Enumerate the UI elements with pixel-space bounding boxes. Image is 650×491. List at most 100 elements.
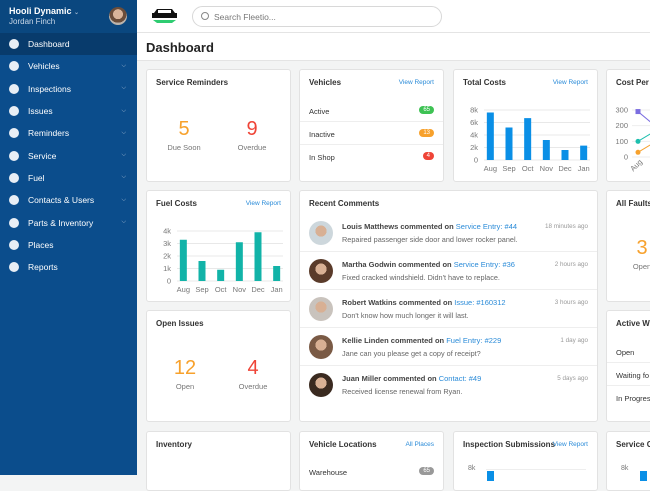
- bar: [487, 471, 494, 481]
- bar[interactable]: [235, 242, 243, 281]
- fleetio-logo-icon[interactable]: [151, 8, 178, 24]
- bar[interactable]: [561, 150, 569, 160]
- sidebar-item-service[interactable]: Service ⌵: [0, 144, 137, 166]
- vehicle-locations-card: Vehicle Locations All Places Warehouse 65: [299, 431, 444, 491]
- commenter-name: Kellie Linden: [342, 336, 389, 345]
- sidebar-item-inspections[interactable]: Inspections ⌵: [0, 78, 137, 100]
- comment-link[interactable]: Contact: #49: [438, 374, 482, 383]
- avatar[interactable]: [109, 7, 127, 25]
- search-input[interactable]: Search Fleetio...: [192, 6, 442, 27]
- org-name: Hooli Dynamic: [9, 6, 72, 16]
- y-tick-label: 300: [615, 106, 628, 115]
- status-label: Inactive: [309, 130, 335, 139]
- issue-diamond-icon: [9, 106, 19, 117]
- x-tick-label: Nov: [233, 285, 247, 294]
- y-tick-label: 4k: [470, 131, 478, 140]
- open-issues-card: Open Issues 12 Open 4 Overdue: [146, 310, 291, 422]
- faults-open-stat[interactable]: 3 Open: [607, 237, 650, 271]
- comment-item[interactable]: Robert Watkins commented on Issue: #1603…: [300, 290, 597, 328]
- vehicle-status-row[interactable]: Active 65: [300, 99, 443, 122]
- y-tick-label: 3k: [163, 239, 171, 248]
- bar[interactable]: [580, 145, 588, 160]
- commenter-name: Martha Godwin: [342, 260, 397, 269]
- comment-item[interactable]: Louis Matthews commented on Service Entr…: [300, 214, 597, 252]
- cost-per-meter-card: Cost Per M 0 100 200 300 Aug: [606, 69, 650, 182]
- org-switcher[interactable]: Hooli Dynamic ⌄ Jordan Finch: [0, 0, 137, 33]
- bar[interactable]: [486, 112, 494, 161]
- work-order-status-row[interactable]: In Progres: [607, 386, 650, 409]
- vehicle-status-row[interactable]: In Shop 4: [300, 145, 443, 168]
- sidebar-item-label: Fuel: [28, 172, 45, 183]
- card-title: Active Wo: [616, 319, 650, 328]
- bar: [640, 471, 647, 481]
- comment-verb: commented on: [383, 374, 437, 383]
- work-order-status-row[interactable]: Waiting fo: [607, 363, 650, 386]
- view-report-link[interactable]: View Report: [552, 441, 588, 448]
- card-title: Service Co: [616, 440, 650, 449]
- comment-text: Fixed cracked windshield. Didn't have to…: [342, 273, 500, 282]
- due-soon-stat[interactable]: 5 Due Soon: [149, 118, 219, 152]
- comment-time: 5 days ago: [557, 375, 588, 382]
- dashboard-gauge-icon: [9, 39, 19, 50]
- comment-link[interactable]: Issue: #160312: [454, 298, 506, 307]
- issues-overdue-stat[interactable]: 4 Overdue: [218, 357, 288, 391]
- all-places-link[interactable]: All Places: [405, 441, 434, 448]
- bar[interactable]: [217, 269, 225, 281]
- y-tick-label: 100: [615, 137, 628, 146]
- view-report-link[interactable]: View Report: [398, 79, 434, 86]
- bar[interactable]: [198, 261, 206, 281]
- comment-link[interactable]: Fuel Entry: #229: [446, 336, 502, 345]
- bar[interactable]: [254, 232, 262, 281]
- sidebar-item-fuel[interactable]: Fuel ⌵: [0, 167, 137, 189]
- bar[interactable]: [524, 118, 532, 160]
- y-tick-label: 2k: [163, 252, 171, 261]
- bar[interactable]: [505, 127, 513, 161]
- x-tick-label: Jan: [578, 164, 590, 173]
- sidebar-item-dashboard[interactable]: Dashboard: [0, 33, 137, 56]
- issues-open-stat[interactable]: 12 Open: [150, 357, 220, 391]
- vehicle-status-row[interactable]: Inactive 13: [300, 122, 443, 145]
- sidebar-item-label: Reminders: [28, 128, 70, 139]
- comment-link[interactable]: Service Entry: #44: [455, 222, 518, 231]
- data-point[interactable]: [635, 149, 641, 155]
- work-order-status-row[interactable]: Open: [607, 340, 650, 363]
- sidebar-item-parts-inventory[interactable]: Parts & Inventory ⌵: [0, 211, 137, 233]
- issues-open-count: 12: [173, 357, 197, 379]
- gridline: [486, 469, 586, 470]
- pie-chart-icon: [9, 262, 19, 273]
- status-count-badge: 13: [419, 129, 434, 137]
- bar[interactable]: [542, 140, 550, 160]
- chevron-down-icon: ⌵: [121, 62, 126, 69]
- card-title: Open Issues: [156, 319, 204, 328]
- sidebar-item-reminders[interactable]: Reminders ⌵: [0, 122, 137, 144]
- sidebar-item-reports[interactable]: Reports: [0, 256, 137, 278]
- comment-verb: commented on: [398, 260, 452, 269]
- location-row[interactable]: Warehouse 65: [300, 460, 443, 483]
- total-costs-chart: 0 2k 4k 6k 8k Aug Sep Oct Nov Dec Jan: [470, 106, 590, 173]
- bar[interactable]: [179, 239, 187, 281]
- sidebar-item-places[interactable]: Places: [0, 234, 137, 256]
- series-line: [637, 133, 650, 142]
- x-tick-label: Sep: [502, 164, 515, 173]
- sidebar-item-vehicles[interactable]: Vehicles ⌵: [0, 55, 137, 77]
- comment-item[interactable]: Martha Godwin commented on Service Entry…: [300, 252, 597, 290]
- active-work-orders-card: Active Wo Open Waiting fo In Progres: [606, 310, 650, 422]
- avatar: [309, 259, 333, 283]
- comment-link[interactable]: Service Entry: #36: [453, 260, 515, 269]
- y-tick-label: 2k: [470, 143, 478, 152]
- sidebar-item-issues[interactable]: Issues ⌵: [0, 100, 137, 122]
- view-report-link[interactable]: View Report: [245, 200, 281, 207]
- comment-item[interactable]: Kellie Linden commented on Fuel Entry: #…: [300, 328, 597, 366]
- sidebar-item-contacts-users[interactable]: Contacts & Users ⌵: [0, 189, 137, 211]
- overdue-stat[interactable]: 9 Overdue: [217, 118, 287, 152]
- comment-item[interactable]: Juan Miller commented on Contact: #49 Rec…: [300, 366, 597, 404]
- sidebar-item-label: Vehicles: [28, 61, 60, 72]
- sidebar-item-label: Parts & Inventory: [28, 217, 94, 228]
- data-point[interactable]: [635, 138, 641, 144]
- y-tick-label: 200: [615, 121, 628, 130]
- view-report-link[interactable]: View Report: [552, 79, 588, 86]
- issues-overdue-count: 4: [247, 357, 259, 379]
- bar[interactable]: [273, 266, 281, 281]
- data-point[interactable]: [635, 109, 641, 115]
- issues-overdue-label: Overdue: [238, 382, 268, 391]
